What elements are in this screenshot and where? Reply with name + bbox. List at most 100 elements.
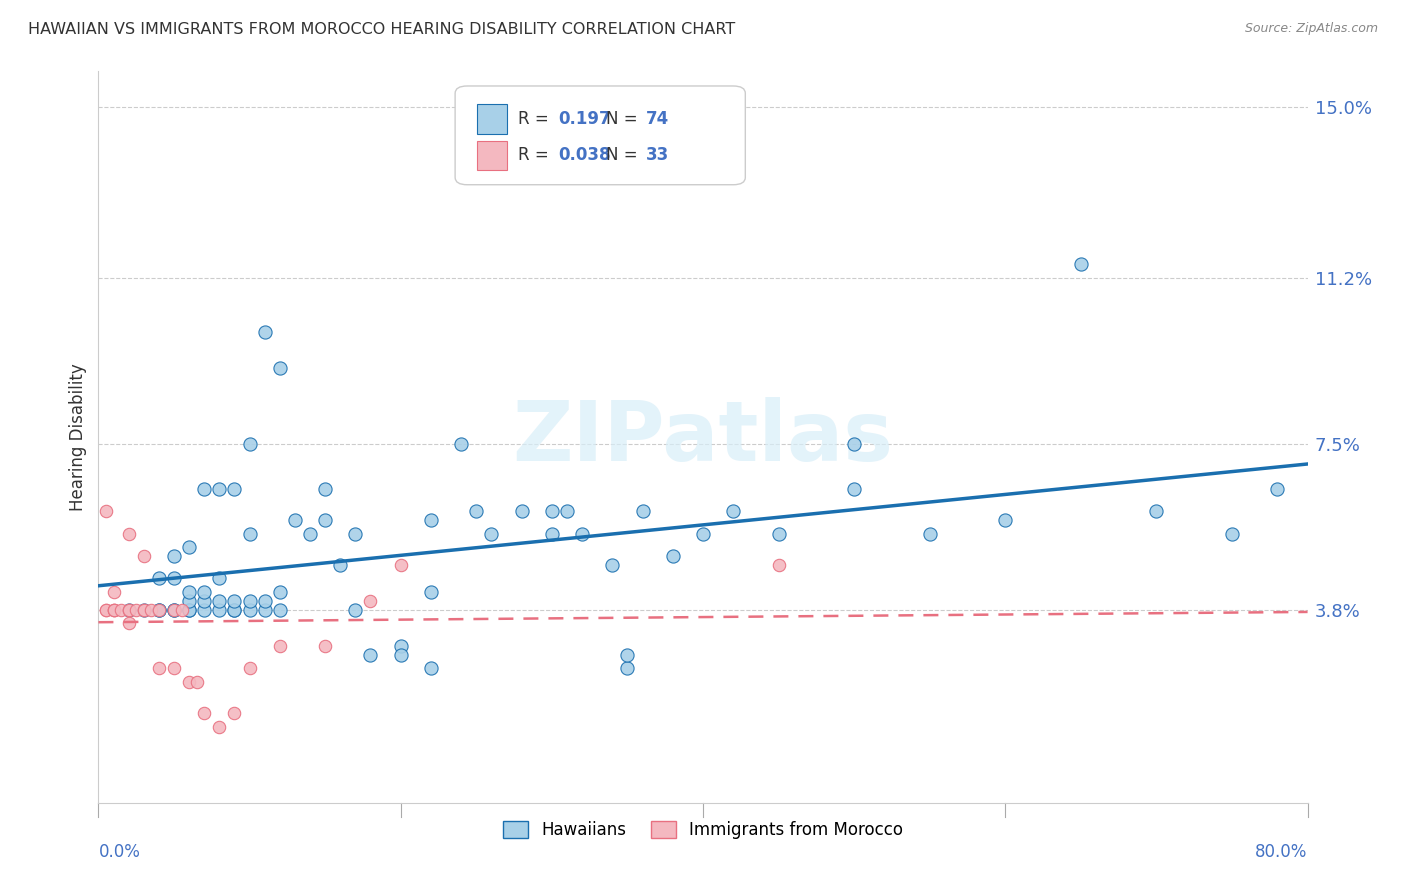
Text: 33: 33 (647, 146, 669, 164)
Point (208, 603, 231, 617)
Point (692, 526, 714, 541)
Text: Source: ZipAtlas.com: Source: ZipAtlas.com (1244, 22, 1378, 36)
Point (163, 603, 186, 617)
Point (224, 603, 246, 617)
Point (450, 437, 472, 451)
Point (239, 594, 262, 608)
Point (314, 482, 336, 496)
Point (224, 482, 246, 496)
Bar (477, 104, 508, 134)
Point (132, 603, 155, 617)
Point (389, 648, 412, 662)
Point (239, 603, 262, 617)
Point (163, 661, 186, 675)
Point (224, 603, 246, 617)
Point (844, 482, 866, 496)
Point (186, 674, 208, 689)
Point (918, 526, 941, 541)
Point (314, 639, 336, 653)
Point (179, 674, 201, 689)
Point (163, 603, 186, 617)
Point (103, 585, 125, 599)
Point (540, 504, 562, 518)
Point (329, 558, 352, 572)
Point (224, 706, 246, 720)
Point (420, 585, 443, 599)
Point (723, 504, 745, 518)
Point (125, 603, 148, 617)
Point (193, 706, 215, 720)
Point (193, 594, 215, 608)
Point (253, 603, 276, 617)
Point (299, 526, 322, 541)
Point (344, 603, 367, 617)
Point (360, 648, 382, 662)
Point (163, 603, 186, 617)
Point (132, 603, 155, 617)
Point (269, 585, 291, 599)
Point (844, 437, 866, 451)
Text: 0.038: 0.038 (558, 146, 610, 164)
Point (94, 504, 117, 518)
Point (179, 594, 201, 608)
Point (163, 549, 186, 563)
Text: N =: N = (606, 110, 638, 128)
Point (253, 594, 276, 608)
Point (132, 603, 155, 617)
Point (118, 526, 141, 541)
Point (179, 540, 201, 554)
Text: ZIPatlas: ZIPatlas (513, 397, 893, 477)
Point (103, 603, 125, 617)
Point (420, 661, 443, 675)
Bar (477, 141, 508, 170)
Point (269, 360, 291, 375)
Point (148, 661, 170, 675)
Point (163, 571, 186, 585)
Point (208, 571, 231, 585)
Point (768, 526, 790, 541)
Point (141, 603, 163, 617)
Point (208, 594, 231, 608)
Point (148, 603, 170, 617)
Point (314, 513, 336, 527)
Point (103, 603, 125, 617)
Text: 0.197: 0.197 (558, 110, 610, 128)
Point (994, 513, 1017, 527)
Text: 80.0%: 80.0% (1256, 843, 1308, 861)
Point (602, 558, 624, 572)
Point (616, 648, 638, 662)
Point (224, 594, 246, 608)
Point (389, 558, 412, 572)
Point (208, 719, 231, 733)
Point (253, 325, 276, 339)
Point (616, 661, 638, 675)
Point (148, 603, 170, 617)
Point (193, 603, 215, 617)
Point (193, 585, 215, 599)
Point (103, 603, 125, 617)
Point (631, 504, 654, 518)
Point (1220, 526, 1243, 541)
Text: N =: N = (606, 146, 638, 164)
Point (661, 549, 683, 563)
Point (208, 482, 231, 496)
Point (118, 603, 141, 617)
Point (193, 482, 215, 496)
Point (179, 603, 201, 617)
Point (118, 603, 141, 617)
Legend: Hawaiians, Immigrants from Morocco: Hawaiians, Immigrants from Morocco (496, 814, 910, 846)
Point (239, 661, 262, 675)
Point (148, 571, 170, 585)
Y-axis label: Hearing Disability: Hearing Disability (69, 363, 87, 511)
Point (284, 513, 307, 527)
FancyBboxPatch shape (456, 86, 745, 185)
Point (269, 603, 291, 617)
Point (344, 526, 367, 541)
Point (555, 504, 578, 518)
Point (94, 603, 117, 617)
Text: R =: R = (517, 110, 548, 128)
Point (420, 513, 443, 527)
Point (360, 594, 382, 608)
Text: 0.0%: 0.0% (98, 843, 141, 861)
Point (94, 603, 117, 617)
